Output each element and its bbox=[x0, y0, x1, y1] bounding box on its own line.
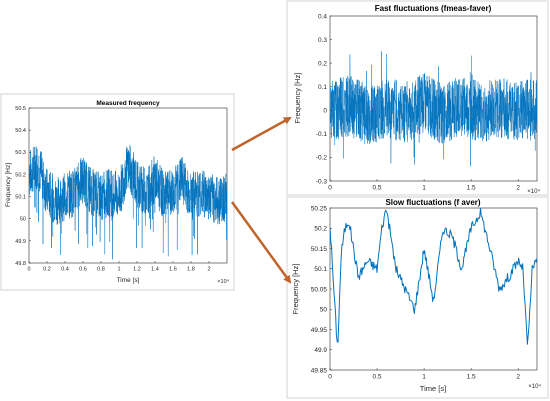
slow-ylabel: Frequency [Hz] bbox=[291, 264, 300, 315]
x-tick-label: 0 bbox=[27, 267, 30, 273]
measured-title: Measured frequency bbox=[96, 100, 160, 107]
y-tick-label: 49.9 bbox=[15, 239, 26, 245]
y-tick-label: 50.05 bbox=[311, 286, 328, 293]
y-tick-label: 49.85 bbox=[311, 367, 328, 374]
y-tick-label: -0.2 bbox=[316, 155, 328, 162]
slow-title: Slow fluctuations (f aver) bbox=[385, 198, 480, 207]
y-tick-label: 50.25 bbox=[311, 205, 328, 212]
x-tick-label: 2 bbox=[516, 374, 520, 381]
measured-x-ticks: 0 0.2 0.4 0.6 0.8 1 1.2 1.4 1.6 1.8 2 bbox=[27, 261, 211, 273]
x-tick-label: 1 bbox=[422, 374, 426, 381]
measured-x-exponent: ×10⁴ bbox=[217, 278, 229, 285]
x-tick-label: 0 bbox=[328, 374, 332, 381]
x-tick-label: 0 bbox=[328, 185, 332, 192]
y-tick-label: 49.8 bbox=[15, 261, 26, 267]
x-tick-label: 1.5 bbox=[467, 185, 476, 192]
measured-xlabel: Time [s] bbox=[117, 277, 140, 284]
y-tick-label: 49.9 bbox=[314, 347, 327, 354]
y-tick-label: 50 bbox=[20, 217, 26, 223]
fast-x-ticks: 0 0.5 1 1.5 2 bbox=[328, 179, 520, 192]
y-tick-label: 0.2 bbox=[318, 60, 327, 67]
measured-ylabel: Frequency [Hz] bbox=[5, 163, 12, 207]
x-tick-label: 1.4 bbox=[151, 267, 159, 273]
slow-axes bbox=[329, 207, 538, 371]
fast-y-ticks: -0.3 -0.2 -0.1 0 0.1 0.2 0.3 0.4 bbox=[316, 13, 332, 185]
y-tick-label: 50.1 bbox=[15, 194, 26, 200]
x-tick-label: 2 bbox=[516, 185, 520, 192]
y-tick-label: 50.15 bbox=[311, 246, 328, 253]
fast-series-line bbox=[330, 51, 537, 167]
x-tick-label: 1.6 bbox=[169, 267, 177, 273]
x-tick-label: 0.5 bbox=[373, 374, 382, 381]
y-tick-label: -0.1 bbox=[316, 131, 328, 138]
arrow-to-fast bbox=[231, 116, 292, 152]
arrow-to-slow bbox=[230, 201, 292, 284]
slow-series-line bbox=[330, 208, 537, 345]
x-tick-label: 0.8 bbox=[97, 267, 105, 273]
x-tick-label: 0.2 bbox=[43, 267, 51, 273]
fast-chart: Fast fluctuations (fmeas-faver) 0 0.5 1 1.5… bbox=[293, 4, 540, 195]
fast-ylabel: Frequency [Hz] bbox=[293, 73, 302, 124]
x-tick-label: 1.5 bbox=[467, 374, 476, 381]
y-tick-label: 50.5 bbox=[15, 106, 26, 112]
y-tick-label: 0.1 bbox=[318, 84, 327, 91]
fast-x-exponent: ×10⁴ bbox=[527, 188, 540, 195]
slow-chart: Slow fluctuations (f aver) 0 0.5 1 1.5 2 49.… bbox=[291, 198, 541, 393]
x-tick-label: 1.2 bbox=[133, 267, 141, 273]
slow-x-exponent: ×10⁴ bbox=[528, 383, 541, 390]
y-tick-label: -0.3 bbox=[316, 178, 328, 185]
y-tick-label: 50.2 bbox=[314, 226, 327, 233]
x-tick-label: 2 bbox=[207, 267, 210, 273]
fast-title: Fast fluctuations (fmeas-faver) bbox=[375, 4, 492, 13]
x-tick-label: 1 bbox=[422, 185, 426, 192]
x-tick-label: 0.4 bbox=[61, 267, 69, 273]
slow-x-ticks: 0 0.5 1 1.5 2 bbox=[328, 368, 520, 381]
measured-series-line bbox=[29, 145, 227, 260]
x-tick-label: 0.6 bbox=[79, 267, 87, 273]
y-tick-label: 50 bbox=[320, 307, 328, 314]
y-tick-label: 0.4 bbox=[318, 13, 327, 20]
x-tick-label: 0.5 bbox=[373, 185, 382, 192]
y-tick-label: 0 bbox=[323, 108, 327, 115]
x-tick-label: 1.8 bbox=[187, 267, 195, 273]
y-tick-label: 49.95 bbox=[311, 327, 328, 334]
measured-y-ticks: 49.8 49.9 50 50.1 50.2 50.3 50.4 50.5 bbox=[15, 106, 31, 267]
y-tick-label: 50.4 bbox=[15, 128, 26, 134]
slow-xlabel: Time [s] bbox=[420, 384, 446, 393]
slow-y-ticks: 49.85 49.9 49.95 50 50.05 50.1 50.15 50.2 50.25 bbox=[311, 205, 332, 374]
y-tick-label: 50.3 bbox=[15, 150, 26, 156]
x-tick-label: 1 bbox=[117, 267, 120, 273]
y-tick-label: 50.2 bbox=[15, 172, 26, 178]
y-tick-label: 0.3 bbox=[318, 37, 327, 44]
y-tick-label: 50.1 bbox=[314, 266, 327, 273]
measured-chart: Measured frequency 0 0.2 0.4 0.6 0.8 1 1.2 1.4 1… bbox=[5, 100, 230, 285]
